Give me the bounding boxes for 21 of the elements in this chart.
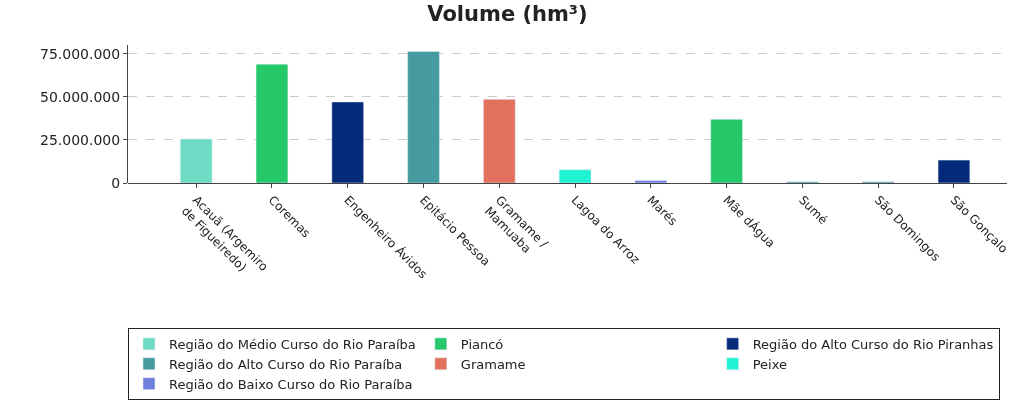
- legend-label: Região do Alto Curso do Rio Paraíba: [169, 356, 403, 372]
- legend-label: Região do Médio Curso do Rio Paraíba: [169, 336, 416, 352]
- chart-title: Volume (hm³): [427, 1, 588, 26]
- legend-label: Região do Alto Curso do Rio Piranhas: [752, 336, 994, 352]
- bar: [331, 101, 364, 183]
- bar: [634, 180, 668, 183]
- y-tick-label: 75.000.000: [40, 45, 121, 62]
- legend-label: Gramame: [460, 356, 526, 372]
- bar: [180, 138, 213, 183]
- bar: [407, 51, 440, 183]
- y-tick-label: 0: [111, 174, 121, 191]
- bar: [710, 119, 743, 183]
- legend-label: Região do Baixo Curso do Rio Paraíba: [169, 376, 413, 392]
- legend-label: Peixe: [752, 356, 787, 372]
- y-tick-label: 25.000.000: [40, 131, 121, 148]
- legend-label: Piancó: [460, 336, 504, 352]
- bar: [255, 63, 289, 183]
- y-tick-label: 50.000.000: [40, 88, 121, 105]
- bar: [558, 169, 592, 183]
- bar: [937, 159, 971, 183]
- bar: [483, 99, 516, 183]
